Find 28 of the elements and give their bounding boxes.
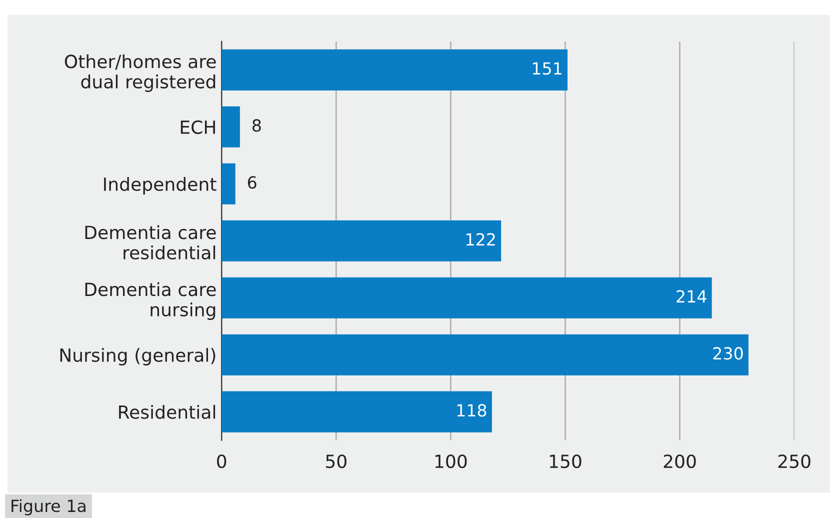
bar <box>222 106 240 148</box>
y-tick-label: Nursing (general) <box>60 348 216 366</box>
y-tick-label: Other/homes are dual registered <box>64 54 216 92</box>
y-tick-label: Dementia care nursing <box>85 282 216 320</box>
y-tick-label: Dementia care residential <box>85 225 216 260</box>
bar <box>222 277 712 318</box>
x-tick-label: 100 <box>435 454 467 468</box>
y-tick-label: Independent <box>104 177 216 195</box>
data-label: 122 <box>466 233 495 246</box>
data-label: 8 <box>252 119 261 132</box>
x-tick-label: 0 <box>217 454 226 468</box>
data-label: 151 <box>532 62 562 75</box>
x-tick-label: 250 <box>778 454 810 468</box>
caption: Figure 1a <box>12 499 86 516</box>
data-label: 118 <box>457 404 486 417</box>
bar <box>222 391 492 432</box>
bar <box>222 163 236 204</box>
x-tick-label: 50 <box>326 454 346 468</box>
data-label: 6 <box>248 176 256 189</box>
bar <box>222 334 748 376</box>
y-tick-label: ECH <box>180 120 215 134</box>
y-tick-label: Residential <box>119 404 216 419</box>
data-label: 214 <box>676 290 706 302</box>
x-tick-label: 200 <box>664 454 696 468</box>
data-label: 230 <box>713 347 743 360</box>
x-tick-label: 150 <box>550 454 582 468</box>
bar <box>222 220 502 262</box>
bar <box>222 49 568 90</box>
